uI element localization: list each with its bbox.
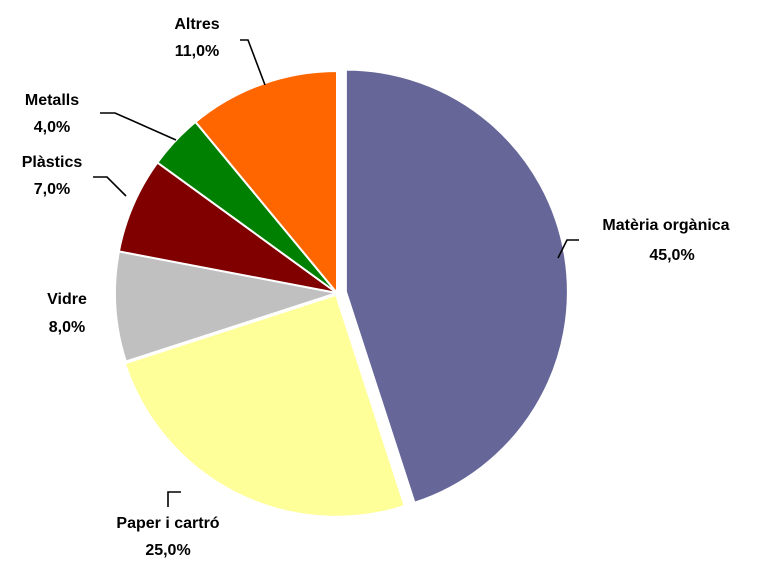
pie-slice [123,293,406,518]
category-label: Matèria orgànica [602,217,729,234]
category-label: Metalls [25,92,79,109]
leader-line [167,491,181,507]
pie-slice [194,69,338,296]
leader-line [557,239,579,259]
value-label: 45,0% [649,247,694,264]
category-label: Vidre [47,291,87,308]
value-label: 25,0% [145,542,190,559]
category-label: Altres [174,16,219,33]
value-label: 4,0% [34,119,70,136]
value-label: 7,0% [34,181,70,198]
leader-line [240,39,266,86]
pie-slice [114,250,338,363]
pie-slice [344,68,569,504]
category-label: Plàstics [22,154,83,171]
category-label: Paper i cartró [116,515,219,532]
value-label: 8,0% [49,319,85,336]
value-label: 11,0% [175,43,219,60]
leader-line [93,176,127,197]
leader-line [100,112,177,141]
